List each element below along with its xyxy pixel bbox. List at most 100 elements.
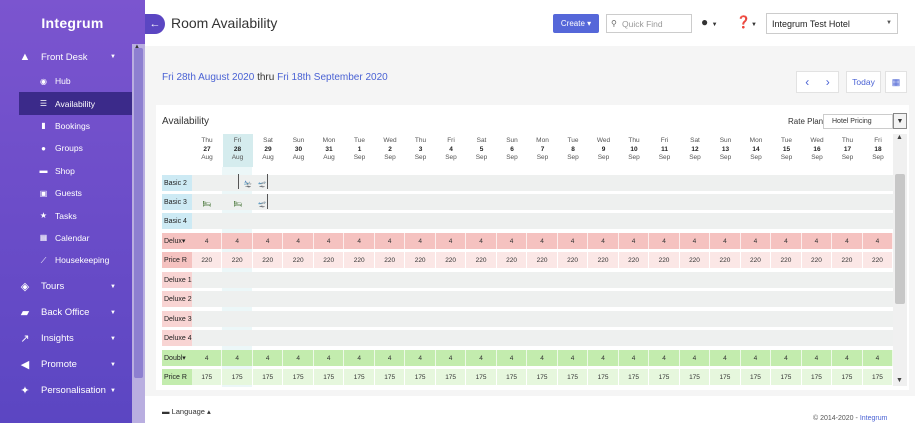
grid-cell[interactable]: 4 (313, 233, 345, 249)
copyright-link[interactable]: Integrum (859, 415, 888, 422)
grid-cell[interactable]: 175 (192, 369, 223, 385)
day-header[interactable]: Tue 8 Sep (558, 134, 588, 167)
bed-icon[interactable]: 🛏 (202, 200, 212, 208)
sidebar-item-availability[interactable]: ☰ Availability (19, 92, 132, 115)
grid-cell[interactable]: 4 (618, 350, 650, 366)
grid-cell[interactable]: 4 (466, 350, 497, 366)
grid-cell[interactable]: 175 (313, 369, 345, 385)
grid-cell[interactable]: 4 (710, 233, 741, 249)
grid-cell[interactable]: 220 (435, 252, 467, 268)
grid-cell[interactable]: 4 (771, 350, 802, 366)
grid-cell[interactable]: 175 (435, 369, 467, 385)
grid-cell[interactable]: 4 (588, 350, 619, 366)
grid-cell[interactable]: 175 (740, 369, 772, 385)
grid-scroll-thumb[interactable] (895, 174, 905, 304)
grid-cell[interactable]: 4 (192, 350, 223, 366)
help-menu-icon[interactable]: ❓▼ (736, 15, 757, 29)
row-label[interactable]: Basic 4 (162, 213, 192, 229)
row-label[interactable]: Price R (162, 252, 192, 268)
grid-cell[interactable]: 175 (679, 369, 711, 385)
grid-cell[interactable]: 4 (862, 233, 894, 249)
grid-cell[interactable]: 4 (405, 233, 436, 249)
grid-cell[interactable]: 175 (618, 369, 650, 385)
grid-cell[interactable]: 220 (222, 252, 253, 268)
grid-cell[interactable]: 4 (374, 233, 406, 249)
day-header[interactable]: Tue 1 Sep (345, 134, 375, 167)
chevron-left-icon[interactable]: ‹ (805, 75, 810, 89)
grid-cell[interactable]: 220 (588, 252, 619, 268)
sidebar-item-calendar[interactable]: ▦ Calendar (0, 227, 132, 249)
quick-find-input[interactable]: ⚲ Quick Find (606, 14, 692, 33)
sidebar-item-groups[interactable]: ● Groups (0, 137, 132, 159)
date-range-start[interactable]: Fri 28th August 2020 (162, 72, 255, 83)
day-header[interactable]: Sun 30 Aug (284, 134, 314, 167)
grid-cell[interactable]: 220 (710, 252, 741, 268)
row-label[interactable]: Price R (162, 369, 192, 385)
sidebar-item-hub[interactable]: ◉ Hub (0, 70, 132, 92)
grid-cell[interactable]: 220 (313, 252, 345, 268)
sidebar-item-guests[interactable]: ▣ Guests (0, 182, 132, 204)
grid-cell[interactable]: 4 (801, 350, 833, 366)
date-range-end[interactable]: Fri 18th September 2020 (277, 72, 388, 83)
grid-cell[interactable]: 175 (649, 369, 680, 385)
sidebar-item-bookings[interactable]: ▮ Bookings (0, 115, 132, 137)
grid-cell[interactable]: 4 (679, 233, 711, 249)
day-header[interactable]: Mon 7 Sep (528, 134, 558, 167)
grid-cell[interactable]: 4 (344, 350, 375, 366)
day-header[interactable]: Fri 11 Sep (650, 134, 680, 167)
grid-cell[interactable]: 4 (862, 350, 894, 366)
row-label[interactable]: Basic 3 (162, 194, 192, 210)
grid-cell[interactable]: 4 (222, 350, 253, 366)
sidebar-scroll-thumb[interactable] (134, 48, 143, 378)
arrival-icon[interactable]: 🛬 (243, 180, 253, 188)
grid-cell[interactable]: 175 (283, 369, 314, 385)
sidebar-item-tasks[interactable]: ★ Tasks (0, 204, 132, 226)
grid-cell[interactable]: 220 (618, 252, 650, 268)
grid-cell[interactable]: 220 (771, 252, 802, 268)
sidebar-item-shop[interactable]: ▬ Shop (0, 160, 132, 182)
grid-cell[interactable]: 175 (252, 369, 284, 385)
row-label[interactable]: Deluxe 2 (162, 291, 192, 307)
day-header[interactable]: Fri 4 Sep (436, 134, 466, 167)
grid-cell[interactable]: 220 (801, 252, 833, 268)
sidebar-item-personalisation[interactable]: ✦ Personalisation ▼ (0, 380, 132, 402)
brand-logo[interactable]: Integrum (41, 15, 104, 31)
grid-scrollbar[interactable]: ▲ ▼ (893, 134, 907, 386)
day-header[interactable]: Sat 12 Sep (680, 134, 710, 167)
grid-cell[interactable]: 4 (496, 350, 528, 366)
grid-cell[interactable]: 220 (496, 252, 528, 268)
grid-cell[interactable]: 4 (832, 350, 863, 366)
grid-cell[interactable]: 4 (283, 233, 314, 249)
grid-cell[interactable]: 220 (466, 252, 497, 268)
grid-cell[interactable]: 4 (740, 350, 772, 366)
language-selector[interactable]: ▬ Language ▴ (162, 407, 211, 416)
day-header[interactable]: Wed 2 Sep (375, 134, 405, 167)
grid-cell[interactable]: 220 (405, 252, 436, 268)
grid-cell[interactable]: 4 (313, 350, 345, 366)
grid-cell[interactable]: 4 (801, 233, 833, 249)
grid-cell[interactable]: 4 (527, 350, 558, 366)
sidebar-scrollbar[interactable]: ▲ (132, 44, 145, 423)
grid-cell[interactable]: 175 (801, 369, 833, 385)
today-button[interactable]: Today (846, 71, 881, 93)
scroll-up-icon[interactable]: ▲ (134, 44, 140, 50)
grid-cell[interactable]: 175 (832, 369, 863, 385)
grid-cell[interactable]: 4 (679, 350, 711, 366)
grid-cell[interactable]: 4 (618, 233, 650, 249)
grid-cell[interactable]: 175 (527, 369, 558, 385)
grid-cell[interactable]: 220 (283, 252, 314, 268)
day-header[interactable]: Thu 27 Aug (192, 134, 222, 167)
day-header[interactable]: Sun 13 Sep (711, 134, 741, 167)
row-label[interactable]: Delux▾ (164, 238, 186, 245)
grid-cell[interactable]: 4 (435, 350, 467, 366)
grid-cell[interactable]: 175 (496, 369, 528, 385)
sidebar-item-back-office[interactable]: ▰ Back Office ▼ (0, 302, 132, 324)
grid-cell[interactable]: 4 (740, 233, 772, 249)
grid-cell[interactable]: 220 (862, 252, 894, 268)
day-header[interactable]: Thu 3 Sep (406, 134, 436, 167)
chevron-right-icon[interactable]: › (825, 75, 830, 89)
user-menu-icon[interactable]: ● ▼ (701, 15, 718, 29)
calendar-button[interactable]: ▦ (885, 71, 907, 93)
grid-cell[interactable]: 4 (192, 233, 223, 249)
grid-cell[interactable]: 220 (344, 252, 375, 268)
